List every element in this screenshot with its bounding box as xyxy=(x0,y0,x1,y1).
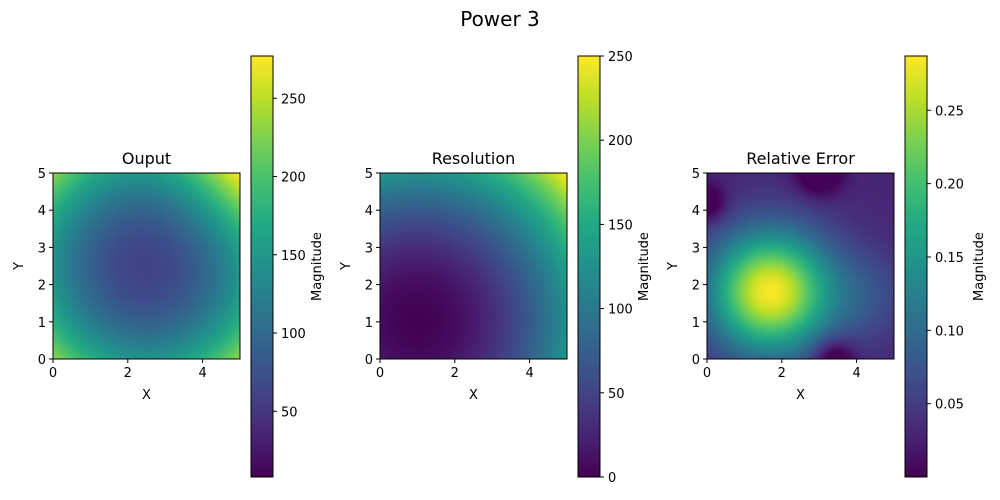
colorbar-tick-label: 50 xyxy=(608,387,625,402)
x-tick-label: 0 xyxy=(703,366,711,381)
heatmap-image xyxy=(53,173,240,359)
y-tick-label: 3 xyxy=(38,241,46,256)
heatmap-image xyxy=(707,173,894,359)
y-axis-label: Y xyxy=(666,262,681,271)
x-tick-label: 4 xyxy=(525,366,533,381)
axes-frame xyxy=(52,172,241,360)
panel-title: Ouput xyxy=(122,149,171,168)
y-tick-label: 2 xyxy=(38,279,46,294)
colorbar-label: Magnitude xyxy=(637,232,652,301)
x-tick-label: 2 xyxy=(451,366,459,381)
panel-0: Ouput 0 2 4 0 1 2 3 4 5 X Y 50 100 150 200 250 Magnitude xyxy=(12,55,325,478)
y-axis-label: Y xyxy=(339,262,354,271)
y-tick-label: 1 xyxy=(692,316,700,331)
panel-2: Relative Error 0 2 4 0 1 2 3 4 5 X Y 0.05 0.10 0.15 0.2… xyxy=(666,55,987,478)
y-tick-label: 5 xyxy=(38,167,46,182)
x-tick-label: 0 xyxy=(376,366,384,381)
colorbar-tick-label: 200 xyxy=(281,171,306,186)
y-tick-label: 0 xyxy=(365,353,373,368)
colorbar-tick-label: 0 xyxy=(608,471,616,486)
panel-title: Resolution xyxy=(432,149,516,168)
colorbar-tick-label: 0.20 xyxy=(935,178,964,193)
colorbar-tick-label: 250 xyxy=(281,92,306,107)
colorbar-tick-label: 200 xyxy=(608,134,633,149)
x-axis-label: X xyxy=(796,388,805,403)
y-tick-label: 0 xyxy=(692,353,700,368)
colorbar-tick-label: 0.05 xyxy=(935,398,964,413)
x-axis-label: X xyxy=(469,388,478,403)
x-axis-label: X xyxy=(142,388,151,403)
x-tick-label: 4 xyxy=(198,366,206,381)
colorbar-tick-label: 100 xyxy=(608,303,633,318)
axes-frame xyxy=(706,172,895,360)
colorbar-tick-label: 50 xyxy=(281,405,298,420)
colorbar-label: Magnitude xyxy=(310,232,325,301)
colorbar-tick-label: 100 xyxy=(281,327,306,342)
y-tick-label: 2 xyxy=(692,279,700,294)
y-tick-label: 4 xyxy=(365,204,373,219)
y-tick-label: 0 xyxy=(38,353,46,368)
y-tick-label: 5 xyxy=(692,167,700,182)
y-tick-label: 1 xyxy=(365,316,373,331)
axes-frame xyxy=(379,172,568,360)
heatmap-image xyxy=(380,173,567,359)
x-tick-label: 2 xyxy=(778,366,786,381)
y-tick-label: 3 xyxy=(692,241,700,256)
colorbar-tick-label: 250 xyxy=(608,50,633,65)
y-axis-label: Y xyxy=(12,262,27,271)
colorbar-tick-label: 150 xyxy=(281,249,306,264)
y-tick-label: 4 xyxy=(692,204,700,219)
y-tick-label: 5 xyxy=(365,167,373,182)
colorbar xyxy=(250,55,274,478)
colorbar-tick-label: 150 xyxy=(608,218,633,233)
panel-1: Resolution 0 2 4 0 1 2 3 4 5 X Y 0 50 100 150 200 250 Magn… xyxy=(339,50,652,486)
x-tick-label: 4 xyxy=(852,366,860,381)
x-tick-label: 0 xyxy=(49,366,57,381)
colorbar-label: Magnitude xyxy=(972,232,987,301)
colorbar xyxy=(577,55,601,478)
y-tick-label: 2 xyxy=(365,279,373,294)
x-tick-label: 2 xyxy=(124,366,132,381)
colorbar xyxy=(904,55,928,478)
y-tick-label: 3 xyxy=(365,241,373,256)
panel-title: Relative Error xyxy=(746,149,855,168)
y-tick-label: 1 xyxy=(38,316,46,331)
y-tick-label: 4 xyxy=(38,204,46,219)
figure-title: Power 3 xyxy=(460,7,540,31)
colorbar-tick-label: 0.15 xyxy=(935,251,964,266)
colorbar-tick-label: 0.10 xyxy=(935,324,964,339)
colorbar-tick-label: 0.25 xyxy=(935,104,964,119)
